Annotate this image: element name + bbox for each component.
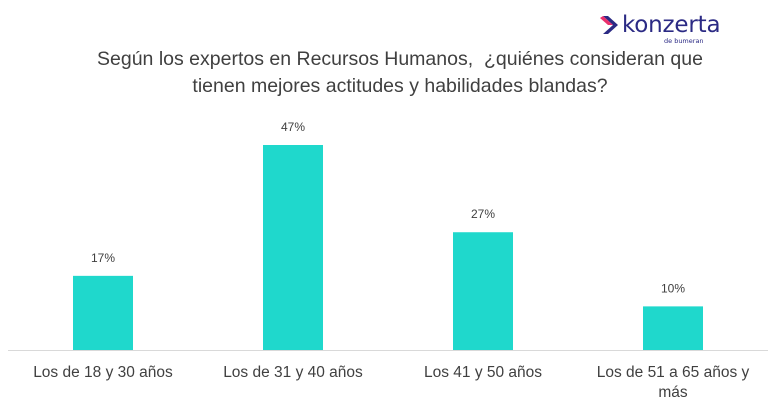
category-label-4-line-1: Los de 51 a 65 años y: [597, 364, 750, 381]
chart-title: Según los expertos en Recursos Humanos, …: [40, 46, 760, 100]
bar-1: [73, 275, 133, 350]
category-label-2: Los de 31 y 40 años: [223, 364, 363, 381]
bar-4: [643, 306, 703, 350]
chart-title-line-2: tienen mejores actitudes y habilidades b…: [192, 75, 608, 97]
brand-chevron-icon: [600, 16, 618, 34]
category-label-1: Los de 18 y 30 años: [33, 364, 173, 381]
data-label-4: 10%: [661, 281, 685, 295]
category-labels-group: Los de 18 y 30 años Los de 31 y 40 años Lo…: [33, 364, 749, 401]
category-label-3: Los 41 y 50 años: [424, 364, 542, 381]
brand-subtitle: de bumeran: [664, 37, 704, 45]
data-labels-group: 17% 47% 27% 10%: [91, 120, 685, 295]
category-label-4-line-2: más: [658, 384, 688, 401]
bars-group: [73, 145, 703, 350]
konzerta-logo: konzerta de bumeran: [600, 10, 730, 50]
bar-3: [453, 232, 513, 350]
brand-name: konzerta: [622, 12, 721, 38]
data-label-3: 27%: [471, 207, 495, 221]
data-label-1: 17%: [91, 251, 115, 265]
data-label-2: 47%: [281, 120, 305, 134]
bar-2: [263, 145, 323, 350]
chart-title-line-1: Según los expertos en Recursos Humanos, …: [97, 48, 703, 70]
